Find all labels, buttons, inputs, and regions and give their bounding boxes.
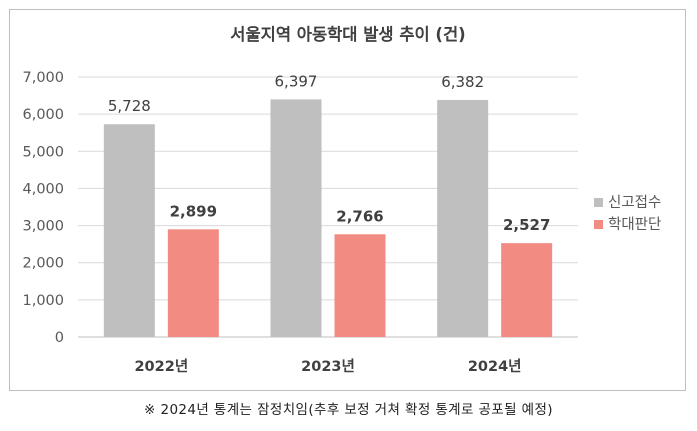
legend-swatch	[594, 220, 603, 229]
bar-confirmed	[501, 243, 553, 337]
data-label: 2,899	[170, 202, 217, 220]
bars	[103, 99, 553, 337]
y-tick-label: 0	[55, 330, 64, 346]
data-label: 2,527	[503, 216, 550, 234]
x-axis: 2022년 2023년 2024년	[134, 358, 521, 375]
y-tick-label: 7,000	[22, 70, 64, 86]
x-tick-label: 2024년	[468, 358, 522, 375]
data-label: 2,766	[336, 207, 383, 225]
legend-label: 학대판단	[608, 216, 661, 233]
chart-title: 서울지역 아동학대 발생 추이 (건)	[230, 25, 465, 44]
y-tick-label: 3,000	[22, 219, 64, 235]
y-tick-label: 5,000	[22, 144, 64, 160]
legend-label: 신고접수	[608, 194, 661, 211]
bar-reported	[437, 99, 489, 337]
gridlines	[78, 76, 578, 338]
y-tick-label: 2,000	[22, 256, 64, 272]
data-label: 5,728	[108, 97, 151, 115]
footnote: ※ 2024년 통계는 잠정치임(추후 보정 거쳐 확정 통계로 공포될 예정)	[144, 402, 553, 418]
y-tick-label: 4,000	[22, 181, 64, 197]
y-axis: 0 1,000 2,000 3,000 4,000 5,000 6,000 7,000	[22, 70, 64, 346]
data-label: 6,382	[441, 73, 484, 91]
y-tick-label: 1,000	[22, 293, 64, 309]
bar-reported	[103, 124, 155, 337]
y-tick-label: 6,000	[22, 107, 64, 123]
bar-confirmed	[167, 229, 219, 337]
legend-swatch	[594, 198, 603, 207]
data-label: 6,397	[275, 72, 318, 90]
data-labels: 5,728 2,899 6,397 2,766 6,382 2,527	[108, 72, 551, 234]
chart-svg: 서울지역 아동학대 발생 추이 (건) 0 1,000 2,000 3,000 4,00…	[22, 25, 661, 375]
bar-confirmed	[334, 234, 386, 337]
x-tick-label: 2022년	[134, 358, 188, 375]
x-tick-label: 2023년	[301, 358, 355, 375]
bar-reported	[270, 99, 322, 337]
